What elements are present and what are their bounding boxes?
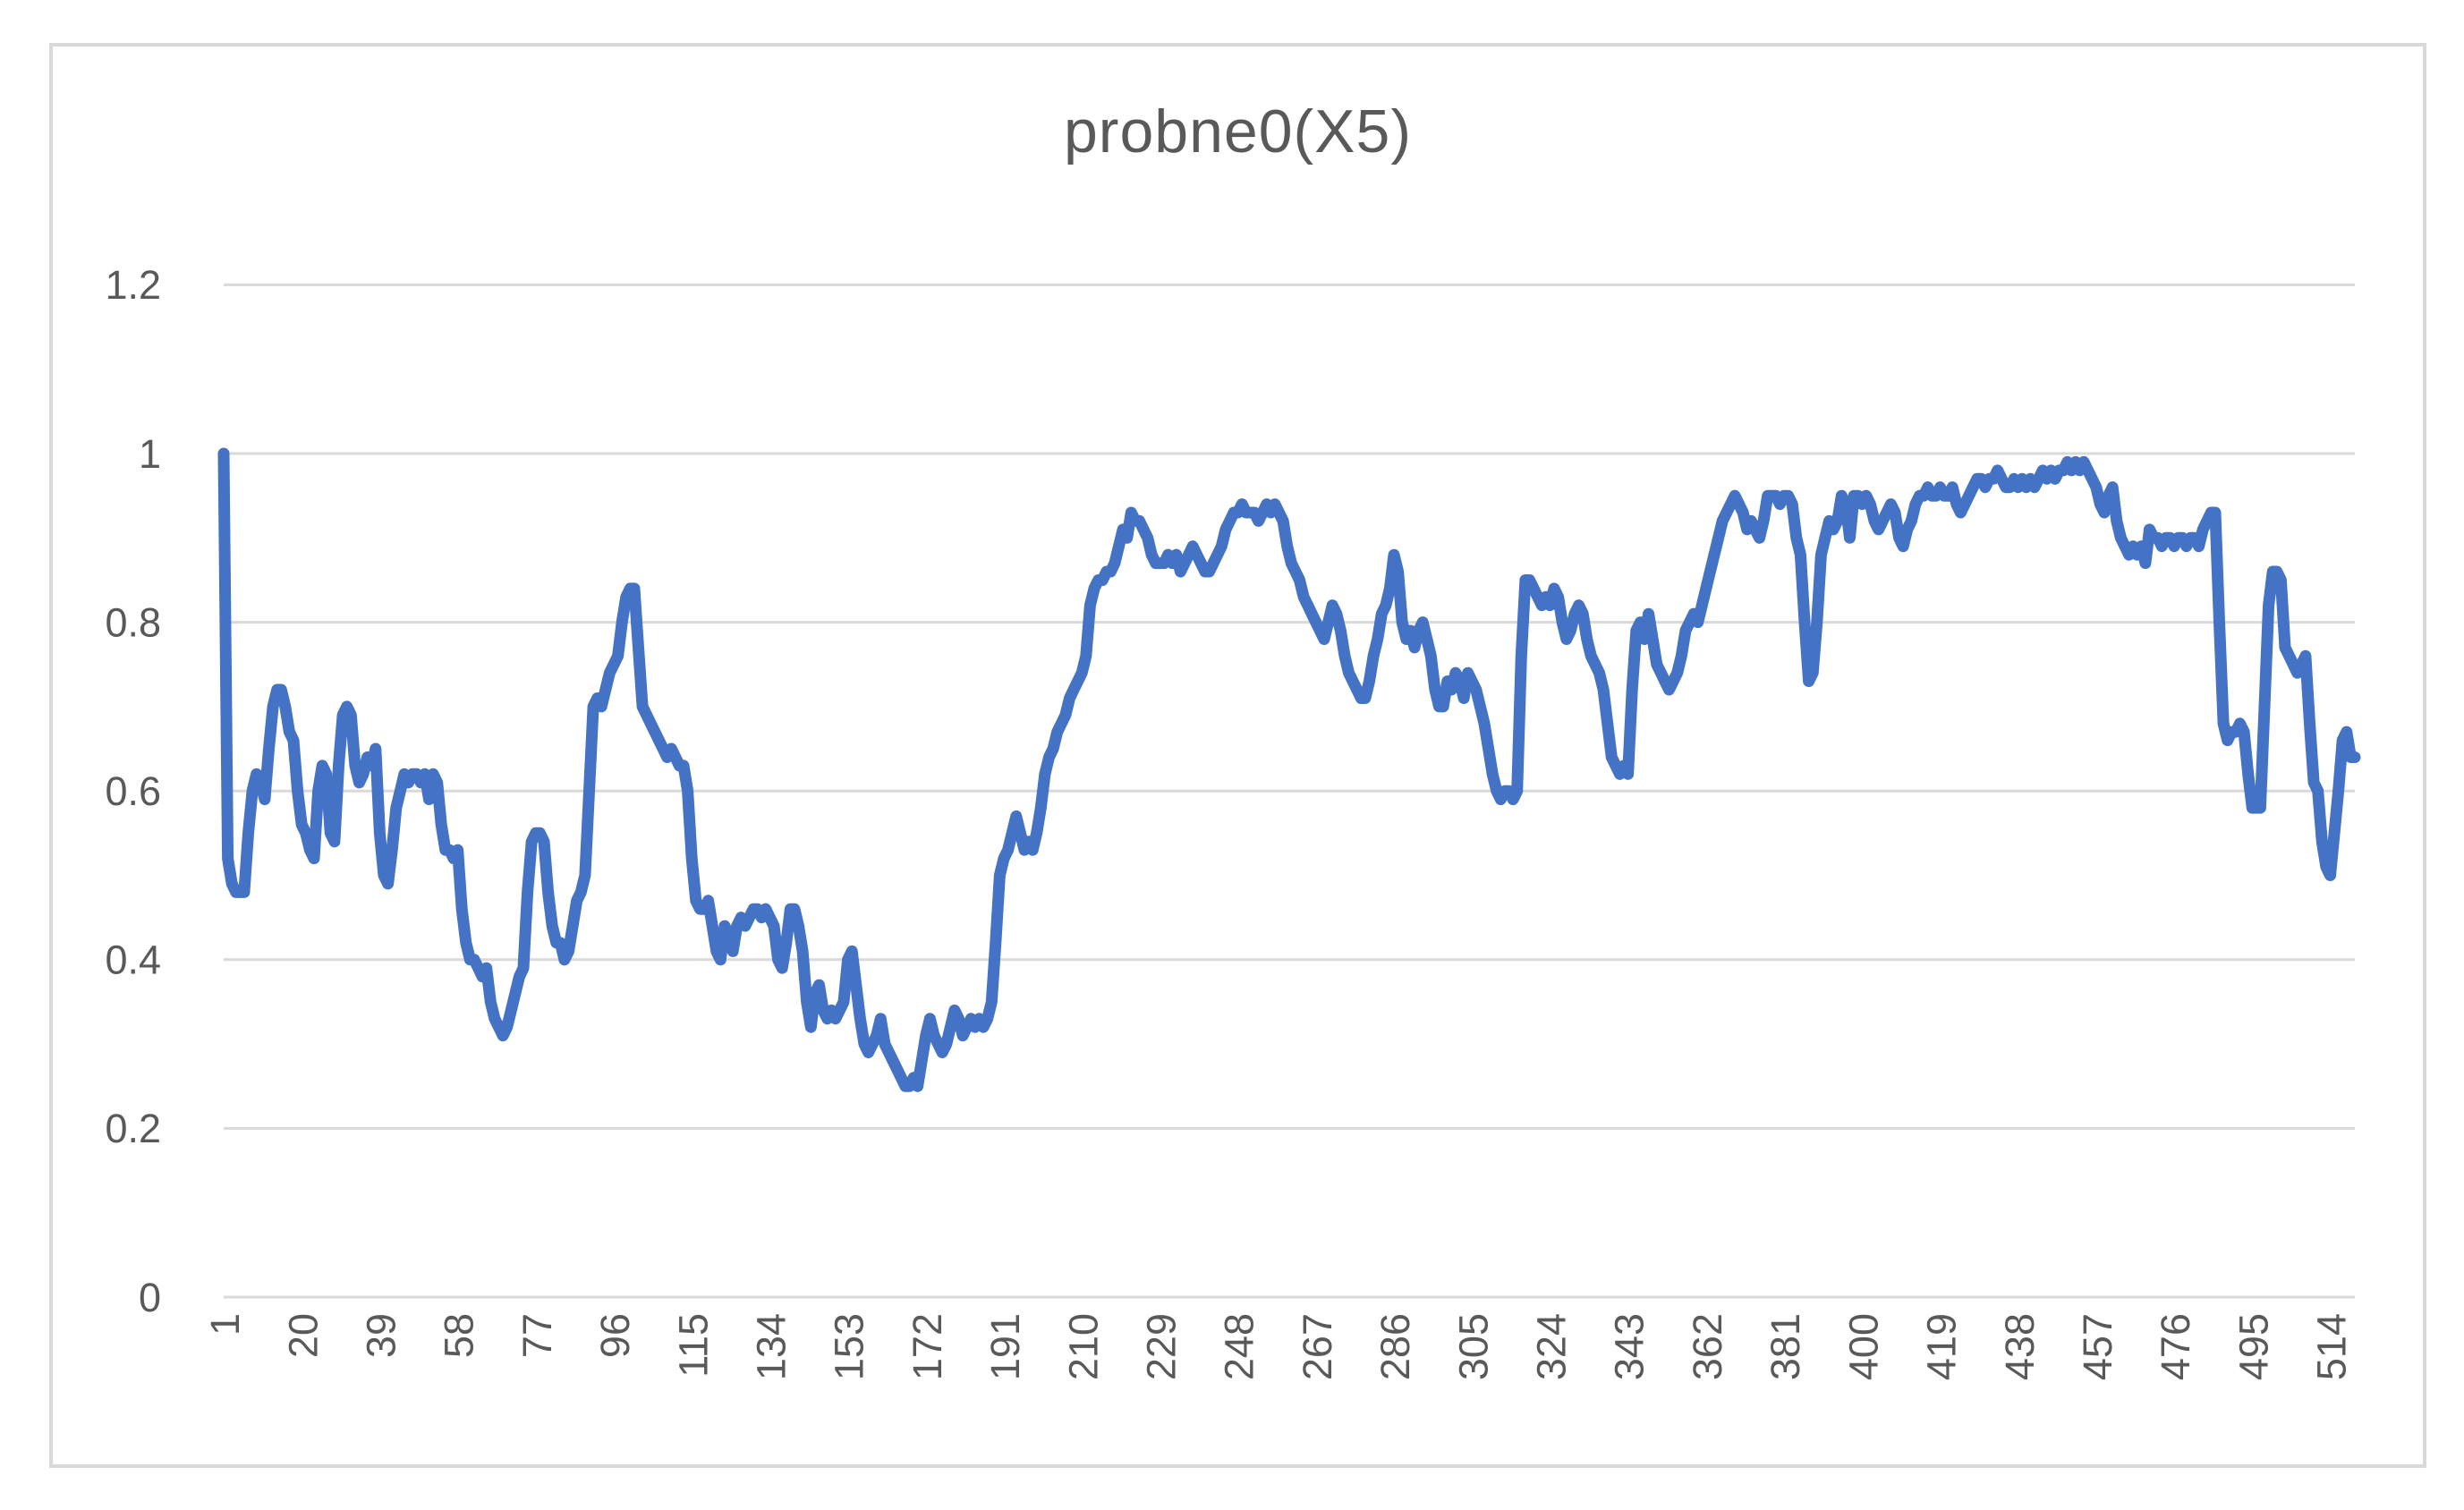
x-axis-tick-label: 248 (1217, 1313, 1262, 1380)
x-axis-tick-label: 362 (1685, 1313, 1730, 1380)
y-axis-tick-label: 1 (139, 431, 161, 477)
x-axis-tick-label: 210 (1060, 1313, 1106, 1380)
x-axis-tick-label: 267 (1295, 1313, 1340, 1380)
chart-title: probne0(X5) (1063, 98, 1413, 165)
x-axis-tick-label: 20 (280, 1313, 326, 1358)
x-axis-tick-label: 1 (202, 1313, 248, 1336)
x-axis-tick-label: 286 (1372, 1313, 1418, 1380)
chart-frame (49, 43, 2426, 1468)
series-line (217, 447, 2361, 1092)
x-axis-tick-label: 343 (1607, 1313, 1653, 1380)
x-axis-tick-label: 438 (1997, 1313, 2043, 1380)
x-axis-tick-label: 305 (1450, 1313, 1496, 1380)
x-axis-tick-label: 457 (2075, 1313, 2120, 1380)
x-axis-tick-label: 153 (827, 1313, 872, 1380)
x-axis-tick-label: 495 (2230, 1313, 2276, 1380)
x-axis-tick-label: 514 (2309, 1313, 2355, 1380)
y-axis-tick-label: 0.8 (105, 599, 161, 645)
x-axis-tick-label: 229 (1139, 1313, 1185, 1380)
x-axis-tick-label: 58 (437, 1313, 482, 1358)
y-axis-tick-label: 1.2 (105, 262, 161, 308)
x-axis-tick-label: 96 (592, 1313, 638, 1358)
y-axis-tick-label: 0.4 (105, 937, 161, 983)
x-axis-tick-label: 39 (359, 1313, 404, 1358)
x-axis-tick-label: 324 (1529, 1313, 1575, 1380)
y-axis-tick-label: 0.6 (105, 768, 161, 814)
x-axis-tick-label: 172 (905, 1313, 950, 1380)
x-axis-tick-label: 191 (982, 1313, 1028, 1380)
x-axis-tick-label: 400 (1840, 1313, 1886, 1380)
x-axis-tick-label: 419 (1919, 1313, 1965, 1380)
x-axis-tick-label: 134 (749, 1313, 794, 1380)
x-axis-tick-label: 476 (2153, 1313, 2198, 1380)
x-axis-tick-label: 115 (670, 1313, 716, 1378)
y-axis-tick-label: 0.2 (105, 1106, 161, 1151)
x-axis-tick-label: 381 (1763, 1313, 1808, 1380)
x-axis-tick-label: 77 (514, 1313, 560, 1358)
y-axis-tick-label: 0 (139, 1275, 161, 1320)
